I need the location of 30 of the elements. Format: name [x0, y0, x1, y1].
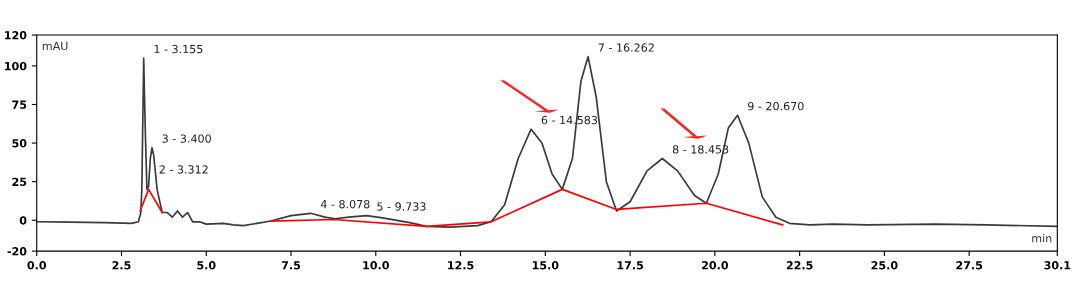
- x-tick-label: 27.5: [956, 261, 983, 270]
- x-tick-label: 5.0: [197, 261, 216, 270]
- x-tick-label: 0.0: [27, 261, 47, 270]
- annotation: 9 - 20.670: [748, 101, 804, 111]
- y-axis-title: mAU: [42, 41, 68, 51]
- annotation: 5 - 9.733: [377, 202, 426, 211]
- x-tick-label: 20.0: [702, 261, 729, 270]
- line-series: [36, 55, 1058, 229]
- y-tick-label: 50: [12, 139, 27, 148]
- x-tick-label: 17.5: [617, 261, 644, 270]
- annotation: 7 - 16.262: [598, 43, 654, 52]
- annotation: 3 - 3.400: [162, 134, 211, 143]
- x-tick-label: 10.0: [363, 261, 389, 270]
- y-tick-label: 120: [5, 31, 27, 40]
- x-tick-label: 22.5: [786, 261, 813, 270]
- y-tick-label: 25: [12, 177, 27, 187]
- y-tick-label: -20: [7, 247, 27, 256]
- annotation: 2 - 3.312: [159, 165, 208, 174]
- x-tick-label: 12.5: [448, 261, 474, 270]
- y-tick-label: 75: [12, 100, 27, 109]
- x-tick-label: 2.5: [112, 261, 131, 270]
- annotation: 1 - 3.155: [154, 44, 203, 54]
- annotation: 4 - 8.078: [320, 199, 370, 209]
- x-tick-label: 15.0: [532, 261, 559, 270]
- y-tick-label: 0: [19, 216, 27, 225]
- x-tick-label: 7.5: [281, 261, 301, 270]
- x-tick-label: 25.0: [871, 261, 898, 270]
- x-axis-title: min: [1032, 233, 1052, 243]
- x-tick-label: 30.1: [1044, 261, 1071, 270]
- y-tick-label: 100: [5, 61, 27, 71]
